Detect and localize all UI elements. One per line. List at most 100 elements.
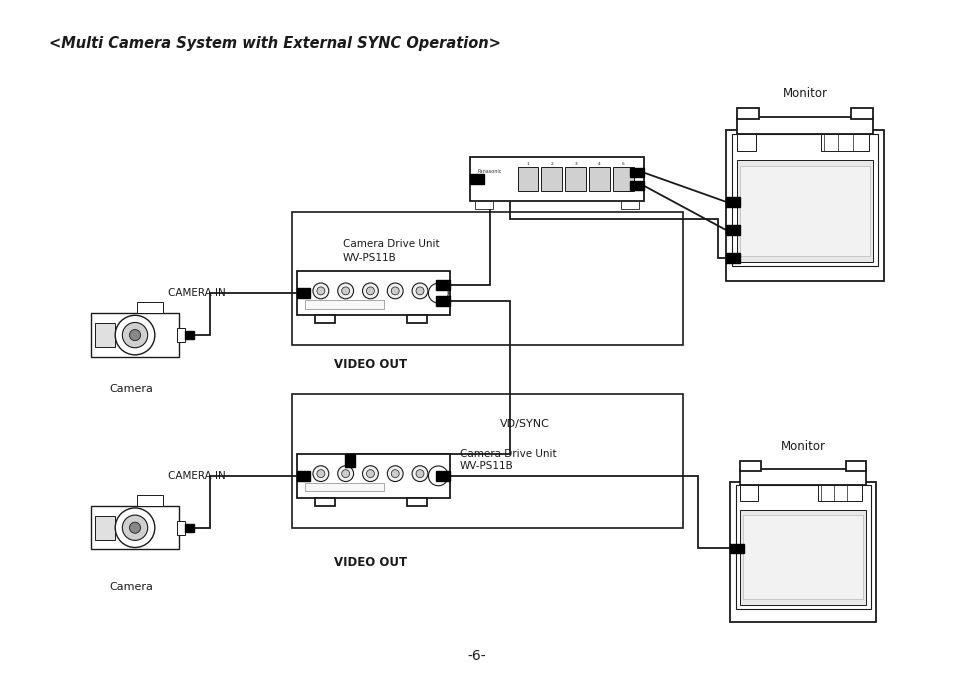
- Bar: [176, 521, 185, 535]
- Bar: [475, 201, 493, 209]
- Bar: [296, 271, 450, 316]
- Bar: [314, 316, 335, 323]
- Bar: [817, 485, 861, 501]
- Text: Camera Drive Unit: Camera Drive Unit: [342, 239, 438, 249]
- Polygon shape: [296, 288, 310, 298]
- Bar: [564, 167, 585, 191]
- Bar: [844, 460, 865, 471]
- Circle shape: [122, 322, 148, 348]
- Bar: [736, 117, 872, 134]
- Circle shape: [130, 522, 140, 533]
- Bar: [176, 328, 185, 342]
- Circle shape: [122, 515, 148, 541]
- Text: VIDEO OUT: VIDEO OUT: [334, 358, 407, 371]
- Text: 5: 5: [621, 162, 624, 166]
- Bar: [407, 316, 427, 323]
- Bar: [91, 506, 178, 549]
- Circle shape: [362, 466, 378, 482]
- Bar: [91, 314, 178, 357]
- Polygon shape: [725, 253, 739, 263]
- Circle shape: [391, 287, 398, 295]
- Bar: [304, 482, 383, 491]
- Text: 3: 3: [574, 162, 577, 166]
- Polygon shape: [185, 524, 194, 532]
- Bar: [725, 130, 883, 281]
- Polygon shape: [436, 281, 450, 290]
- Circle shape: [341, 287, 349, 295]
- Polygon shape: [729, 543, 743, 554]
- Polygon shape: [725, 197, 739, 206]
- Text: Camera: Camera: [109, 384, 152, 394]
- Circle shape: [428, 283, 448, 303]
- Circle shape: [391, 470, 398, 477]
- Polygon shape: [345, 453, 355, 467]
- Bar: [588, 167, 609, 191]
- Polygon shape: [629, 167, 643, 178]
- Text: 2: 2: [550, 162, 553, 166]
- Bar: [407, 498, 427, 506]
- Circle shape: [366, 287, 374, 295]
- Circle shape: [416, 470, 423, 477]
- Bar: [736, 108, 759, 119]
- Bar: [740, 460, 760, 471]
- Polygon shape: [725, 225, 739, 235]
- Bar: [292, 211, 682, 345]
- Bar: [736, 134, 755, 151]
- Bar: [740, 166, 869, 256]
- Bar: [620, 201, 638, 209]
- Text: 4: 4: [598, 162, 600, 166]
- Circle shape: [115, 316, 154, 355]
- Bar: [729, 482, 876, 622]
- Text: <Multi Camera System with External SYNC Operation>: <Multi Camera System with External SYNC …: [49, 36, 500, 51]
- Circle shape: [313, 283, 329, 299]
- Text: Camera: Camera: [109, 582, 152, 592]
- Polygon shape: [185, 331, 194, 339]
- Bar: [850, 108, 872, 119]
- Circle shape: [337, 466, 354, 482]
- Bar: [95, 323, 115, 347]
- Bar: [612, 167, 633, 191]
- Bar: [470, 157, 643, 201]
- Bar: [137, 495, 163, 506]
- Polygon shape: [436, 296, 450, 306]
- Polygon shape: [296, 471, 310, 481]
- Text: Monitor: Monitor: [781, 87, 827, 100]
- Text: 1: 1: [526, 162, 529, 166]
- Circle shape: [316, 470, 325, 477]
- Bar: [304, 300, 383, 309]
- Text: Monitor: Monitor: [780, 440, 824, 453]
- Circle shape: [316, 287, 325, 295]
- Polygon shape: [436, 471, 450, 481]
- Circle shape: [412, 466, 428, 482]
- Circle shape: [115, 508, 154, 547]
- Bar: [137, 303, 163, 314]
- Circle shape: [366, 470, 374, 477]
- Bar: [740, 510, 865, 605]
- Circle shape: [341, 470, 349, 477]
- Circle shape: [412, 283, 428, 299]
- Circle shape: [387, 466, 403, 482]
- Circle shape: [130, 329, 140, 341]
- Bar: [296, 453, 450, 498]
- Circle shape: [362, 283, 378, 299]
- Circle shape: [387, 283, 403, 299]
- Bar: [95, 516, 115, 540]
- Bar: [740, 485, 757, 501]
- Bar: [821, 134, 867, 151]
- Polygon shape: [470, 174, 483, 184]
- Bar: [735, 485, 870, 608]
- Circle shape: [337, 283, 354, 299]
- Bar: [731, 134, 877, 266]
- Text: CAMERA IN: CAMERA IN: [168, 471, 225, 481]
- Text: VIDEO OUT: VIDEO OUT: [334, 556, 407, 569]
- Bar: [541, 167, 561, 191]
- Text: WV-PS11B: WV-PS11B: [342, 253, 396, 263]
- Bar: [292, 394, 682, 528]
- Bar: [742, 515, 862, 600]
- Bar: [740, 469, 865, 485]
- Text: CAMERA IN: CAMERA IN: [168, 288, 225, 298]
- Text: VD/SYNC: VD/SYNC: [499, 419, 549, 429]
- Bar: [517, 167, 537, 191]
- Circle shape: [428, 466, 448, 486]
- Bar: [314, 498, 335, 506]
